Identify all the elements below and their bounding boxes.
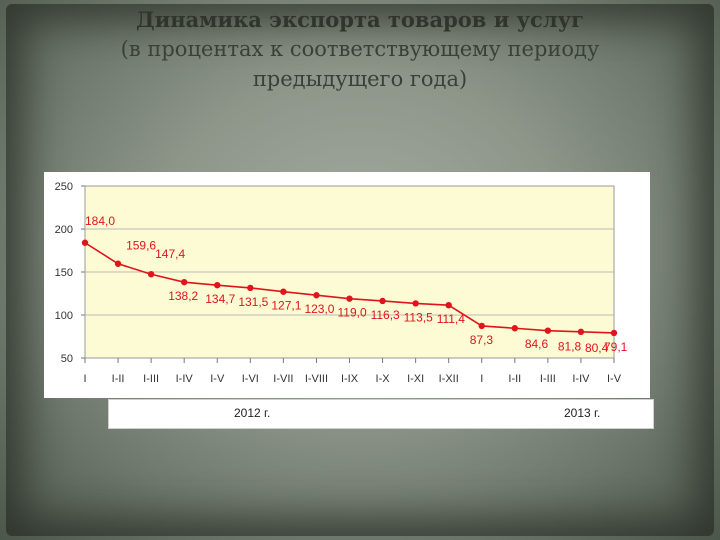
data-point (445, 301, 452, 309)
data-label: 159,6 (126, 239, 156, 253)
x-tick-label: I (480, 373, 483, 385)
x-tick-label: I-XII (439, 373, 459, 385)
data-label: 134,7 (205, 292, 235, 306)
data-point (577, 328, 585, 336)
data-point (379, 297, 386, 305)
x-tick-label: I-VII (273, 373, 293, 385)
data-point (247, 284, 254, 292)
title-line-2: (в процентах к соответствующему периоду (120, 37, 600, 61)
data-point (610, 329, 618, 337)
data-label: 131,5 (238, 295, 268, 309)
data-label: 81,8 (558, 340, 582, 354)
x-tick-label: I-II (112, 373, 125, 385)
title-line-3: предыдущего года) (252, 67, 468, 91)
x-tick-label: I-IV (572, 373, 590, 385)
data-point (81, 239, 89, 246)
x-tick-label: I-IV (176, 373, 194, 385)
data-point (412, 300, 419, 307)
x-tick-label: I (83, 373, 86, 385)
x-tick-label: I-V (210, 373, 225, 385)
y-axis: 50 100 150 200 250 (55, 181, 85, 365)
data-point (147, 271, 155, 278)
data-point (280, 288, 287, 295)
x-tick-label: I-II (508, 373, 521, 385)
data-point (180, 278, 188, 286)
data-label: 116,3 (371, 308, 400, 322)
data-label: 111,4 (437, 312, 466, 326)
x-tick-label: I-XI (407, 373, 424, 385)
data-label: 123,0 (304, 302, 334, 316)
data-label: 113,5 (404, 310, 433, 324)
x-tick-label: I-V (607, 373, 622, 385)
data-label: 138,2 (168, 289, 198, 303)
y-tick-label: 200 (55, 224, 73, 236)
data-label: 184,0 (85, 214, 115, 228)
x-tick-label: I-VI (242, 373, 259, 385)
x-tick-label: I-VIII (305, 373, 328, 385)
data-points (81, 239, 618, 337)
y-tick-label: 50 (61, 353, 73, 365)
x-tick-label: I-X (376, 373, 391, 385)
data-point (313, 292, 320, 299)
data-point (511, 325, 519, 332)
data-label: 87,3 (470, 333, 494, 347)
data-point (544, 327, 552, 334)
year-label-2013: 2013 г. (564, 406, 601, 420)
slide-title: Динамика экспорта товаров и услуг (в про… (60, 6, 660, 94)
data-point (114, 260, 122, 267)
y-tick-label: 250 (55, 181, 73, 193)
data-label: 119,0 (338, 306, 367, 320)
x-axis: I I-II I-III I-IV I-V I-VI I-VII I-VIII I-IX I-X I… (83, 358, 622, 385)
year-label-2012: 2012 г. (234, 406, 271, 420)
data-label: 147,4 (155, 247, 185, 261)
data-label: 80,4 (585, 341, 609, 355)
data-label: 127,1 (271, 299, 301, 313)
title-line-1: Динамика экспорта товаров и услуг (136, 7, 584, 32)
data-point (214, 281, 221, 289)
grid-lines (85, 228, 614, 316)
data-point (346, 295, 353, 302)
data-label: 84,6 (525, 337, 549, 351)
data-point (478, 322, 485, 330)
data-label: 79,1 (604, 340, 628, 354)
y-tick-label: 150 (55, 267, 73, 279)
x-tick-label: I-III (540, 373, 556, 385)
x-tick-label: I-IX (341, 373, 359, 385)
x-tick-label: I-III (143, 373, 159, 385)
y-tick-label: 100 (55, 310, 73, 322)
year-legend-box: 2012 г. 2013 г. (108, 399, 654, 429)
